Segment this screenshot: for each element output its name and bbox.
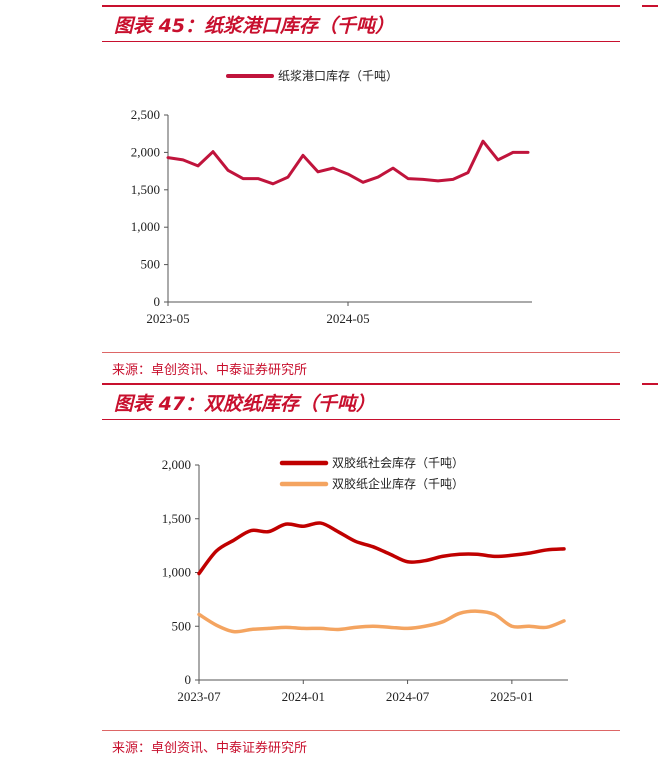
legend-label: 纸浆港口库存（千吨） <box>278 68 398 83</box>
series-line <box>166 139 530 186</box>
x-tick-label: 2023-05 <box>146 311 189 326</box>
x-tick-label: 2025-01 <box>490 689 533 704</box>
source-bar: 来源：卓创资讯、中泰证券研究所 <box>102 352 620 378</box>
neighbor-panel-edge <box>642 383 658 385</box>
source-note: 来源：卓创资讯、中泰证券研究所 <box>112 741 308 756</box>
legend-label: 双胶纸企业库存（千吨） <box>332 476 464 491</box>
x-tick-label: 2024-07 <box>386 689 430 704</box>
x-tick-label: 2024-01 <box>282 689 325 704</box>
y-tick-label: 1,000 <box>162 565 191 580</box>
source-bar: 来源：卓创资讯、中泰证券研究所 <box>102 730 620 756</box>
series-line <box>197 521 566 576</box>
chart-title: 图表 47：双胶纸库存（千吨） <box>114 393 376 415</box>
chart-panel-paper: 图表 47：双胶纸库存（千吨） 0 500 1,000 1,500 2,000 2023-… <box>102 383 620 763</box>
y-tick-label: 0 <box>154 294 161 309</box>
chart-title-bar: 图表 47：双胶纸库存（千吨） <box>102 383 620 420</box>
y-tick-label: 500 <box>172 618 192 633</box>
y-tick-label: 1,500 <box>162 511 191 526</box>
paper-inventory-chart: 0 500 1,000 1,500 2,000 2023-07 2024-01 2024-07… <box>162 455 568 704</box>
x-tick-label: 2023-07 <box>177 689 221 704</box>
chart-title: 图表 45：纸浆港口库存（千吨） <box>114 15 395 37</box>
y-tick-label: 2,000 <box>162 457 191 472</box>
chart-panel-pulp: 图表 45：纸浆港口库存（千吨） 0 500 1,000 1,500 2,000 2,50… <box>102 5 620 380</box>
series-line <box>197 609 566 634</box>
y-tick-label: 500 <box>141 257 161 272</box>
y-tick-label: 2,500 <box>131 107 160 122</box>
pulp-inventory-chart: 0 500 1,000 1,500 2,000 2,500 2023-05 2024-05 纸浆… <box>131 68 532 326</box>
x-tick-label: 2024-05 <box>326 311 369 326</box>
y-tick-label: 2,000 <box>131 144 160 159</box>
chart-title-bar: 图表 45：纸浆港口库存（千吨） <box>102 5 620 42</box>
source-note: 来源：卓创资讯、中泰证券研究所 <box>112 363 308 378</box>
neighbor-panel-edge <box>642 5 658 7</box>
legend-label: 双胶纸社会库存（千吨） <box>332 455 464 470</box>
y-tick-label: 0 <box>185 672 192 687</box>
y-tick-label: 1,500 <box>131 182 160 197</box>
y-tick-label: 1,000 <box>131 219 160 234</box>
